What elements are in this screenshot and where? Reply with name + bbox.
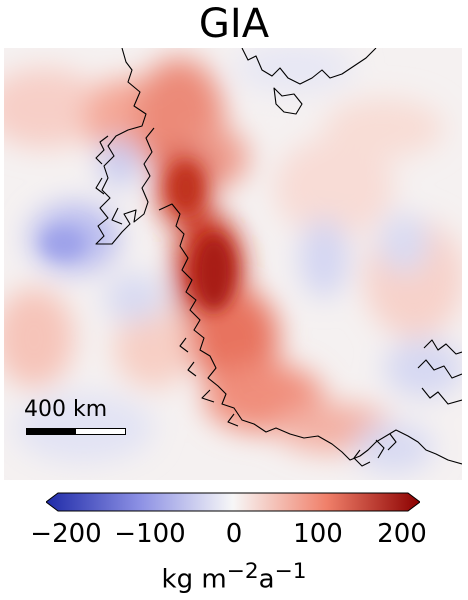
gia-peak-layer [42,164,234,311]
colorbar-tick-label: 200 [377,519,427,549]
scale-bar [26,428,126,435]
colorbar-label: kg m−2a−1 [0,555,468,597]
colorbar-gradient [46,492,420,512]
colorbar-tick-label: −200 [30,519,102,549]
scale-bar-label: 400 km [24,397,108,422]
colorbar-tick-label: −100 [114,519,186,549]
gia-map [4,48,462,480]
scale-bar-white-segment [76,429,125,434]
map-title: GIA [198,1,270,47]
colorbar-tick-label: 100 [293,519,343,549]
colorbar-unit-part: a [258,564,275,595]
colorbar [46,492,420,512]
colorbar-unit-exponent: −1 [274,559,307,584]
coastline [95,48,462,467]
colorbar-unit-exponent: −2 [226,559,259,584]
gia-field-map [4,48,462,480]
colorbar-ticks: −200 −100 0 100 200 [0,518,468,552]
colorbar-unit-part: kg m [161,564,227,595]
scale-bar-black-segment [27,429,76,434]
colorbar-tick-label: 0 [225,519,243,549]
